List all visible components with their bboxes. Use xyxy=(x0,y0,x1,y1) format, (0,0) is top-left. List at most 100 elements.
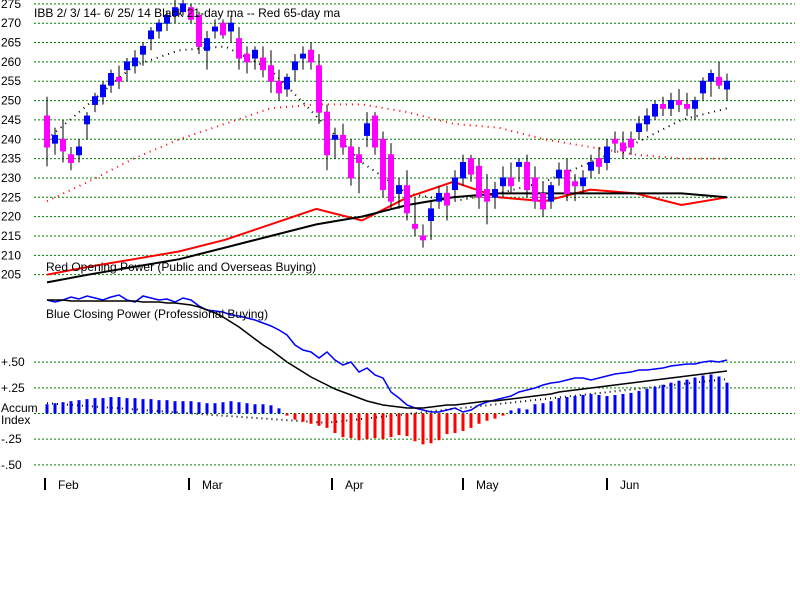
candle-body xyxy=(716,76,722,86)
candle-body xyxy=(260,57,266,71)
accum-bar xyxy=(421,413,425,445)
accum-bar xyxy=(197,402,201,414)
accum-bar xyxy=(677,380,681,414)
accum-bar xyxy=(693,377,697,414)
accum-bar xyxy=(589,393,593,414)
candle-body xyxy=(660,103,666,109)
index-label: Index xyxy=(1,413,30,427)
candle-body xyxy=(332,134,338,140)
candle-body xyxy=(108,73,114,86)
accum-bar xyxy=(245,403,249,414)
series-line-2 xyxy=(46,180,728,276)
candle-body xyxy=(388,154,394,202)
candle-body xyxy=(484,189,490,202)
candle-body xyxy=(404,185,410,214)
chart-title: IBB 2/ 3/ 14- 6/ 25/ 14 Black 21-day ma … xyxy=(34,6,340,20)
accum-bar xyxy=(717,376,721,414)
candle-body xyxy=(228,22,234,32)
accum-bar xyxy=(429,413,433,444)
accum-bar xyxy=(373,413,377,439)
candle-body xyxy=(292,61,298,71)
accum-bar xyxy=(685,379,689,414)
candle-body xyxy=(76,146,82,156)
accum-bar xyxy=(597,395,601,414)
accum-bar xyxy=(397,413,401,436)
candle-body xyxy=(188,7,194,20)
candle-body xyxy=(708,73,714,82)
candle-body xyxy=(220,22,226,36)
candle-body xyxy=(548,185,554,202)
accum-bar xyxy=(477,413,481,424)
accum-label: Accum xyxy=(1,401,38,415)
candle-body xyxy=(516,161,522,167)
candle-body xyxy=(44,115,50,148)
accum-bar xyxy=(485,413,489,421)
accum-bar xyxy=(637,390,641,414)
y-tick-label: 260 xyxy=(1,55,21,69)
accum-bar xyxy=(613,395,617,414)
candle-body xyxy=(212,26,218,32)
candle-body xyxy=(572,181,578,187)
accum-bar xyxy=(93,398,97,414)
accum-bar xyxy=(101,398,105,414)
candle-body xyxy=(692,100,698,109)
y-tick-label: 205 xyxy=(1,268,21,282)
accum-bar xyxy=(325,413,329,428)
red-opening-power-label: Red Opening Power (Public and Overseas B… xyxy=(46,260,316,274)
candle-body xyxy=(348,146,354,179)
candle-body xyxy=(372,115,378,148)
accum-bar xyxy=(45,404,49,414)
candle-body xyxy=(500,177,506,187)
y-tick-label: 270 xyxy=(1,16,21,30)
price-y-tick-labels: 275 270 265 260 255 250 245 240 235 230 225 220 215 2… xyxy=(1,0,21,282)
candle-body xyxy=(68,154,74,163)
candle-body xyxy=(276,80,282,94)
candle-body xyxy=(356,154,362,163)
accum-bar xyxy=(157,400,161,414)
month-label: Feb xyxy=(58,478,79,492)
candle-body xyxy=(540,192,546,210)
accum-bar xyxy=(341,413,345,438)
accum-bar xyxy=(173,401,177,414)
y-tick-label: 265 xyxy=(1,36,21,50)
candle-body xyxy=(364,123,370,136)
candle-body xyxy=(420,235,426,241)
candle-body xyxy=(164,14,170,24)
candle-body xyxy=(588,161,594,171)
y-tick-label: 225 xyxy=(1,190,21,204)
month-label: Jun xyxy=(620,478,639,492)
accum-bar xyxy=(253,404,257,414)
accum-bar xyxy=(493,413,497,419)
accum-bar xyxy=(437,413,441,441)
candle-body xyxy=(596,158,602,167)
lower-y-tick-label: -.25 xyxy=(1,432,22,446)
black-power-ma-line xyxy=(47,299,728,409)
candle-body xyxy=(604,146,610,163)
accum-bar xyxy=(509,410,513,414)
candle-body xyxy=(412,223,418,229)
lower-y-tick-label: +.25 xyxy=(1,381,25,395)
accum-bar xyxy=(333,413,337,434)
candle-body xyxy=(140,45,146,55)
lower-y-tick-labels: +.50 +.25 -.25 -.50 xyxy=(1,355,25,472)
candle-body xyxy=(580,177,586,187)
accum-bar xyxy=(661,384,665,414)
candle-body xyxy=(380,138,386,191)
accum-bar xyxy=(349,413,353,439)
accum-bar xyxy=(165,400,169,414)
month-axis: Feb Mar Apr May Jun xyxy=(44,478,639,492)
candle-body xyxy=(652,103,658,117)
candle-body xyxy=(532,177,538,202)
candle-body xyxy=(556,169,562,179)
lower-y-tick-label: -.50 xyxy=(1,458,22,472)
accum-bar xyxy=(605,396,609,414)
accum-bar xyxy=(701,375,705,414)
month-label: Mar xyxy=(202,478,223,492)
accum-bar xyxy=(125,398,129,414)
y-tick-label: 220 xyxy=(1,210,21,224)
accum-bar xyxy=(277,408,281,414)
candle-body xyxy=(668,100,674,109)
candle-body xyxy=(628,138,634,148)
accum-bar xyxy=(381,413,385,440)
candle-body xyxy=(428,208,434,221)
